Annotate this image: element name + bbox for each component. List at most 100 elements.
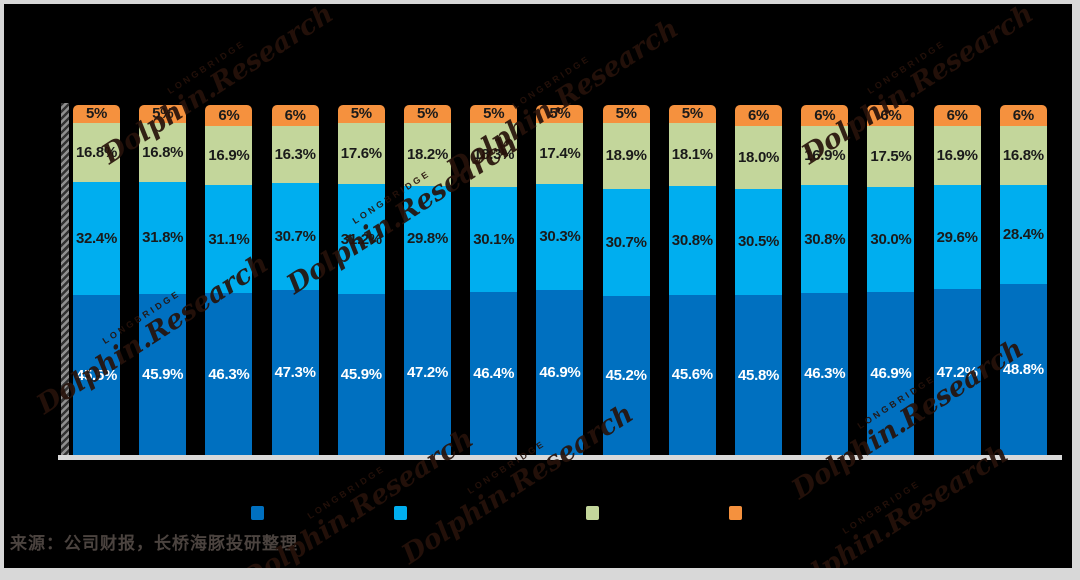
- segment-light-blue: 30.0%: [867, 186, 915, 292]
- value-label: 6%: [747, 107, 770, 124]
- segment-light-blue: 31.1%: [205, 184, 253, 294]
- chart-canvas: 45.5% 32.4% 16.8% 5% 45.9% 31.8% 16.8% 5% 46.3% 3…: [4, 4, 1072, 568]
- value-label: 18.2%: [406, 145, 449, 163]
- segment-bottom-dark-blue: 47.2%: [933, 289, 981, 455]
- value-label: 30.7%: [274, 227, 316, 245]
- segment-top-orange: 6%: [867, 105, 915, 126]
- value-label: 18.3%: [473, 146, 515, 164]
- segment-light-blue: 30.3%: [536, 183, 584, 291]
- segment-green: 16.9%: [801, 126, 849, 186]
- value-label: 6%: [1012, 107, 1034, 125]
- segment-light-blue: 31.2%: [337, 184, 385, 294]
- value-label: 6%: [218, 106, 240, 124]
- value-label: 30.7%: [605, 234, 647, 252]
- value-label: 28.4%: [1002, 226, 1044, 243]
- segment-green: 16.8%: [73, 122, 120, 182]
- segment-light-blue: 30.1%: [470, 186, 518, 293]
- value-label: 16.9%: [804, 147, 846, 165]
- segment-top-orange: 5%: [337, 105, 385, 123]
- segment-top-orange: 6%: [999, 105, 1047, 127]
- value-label: 31.1%: [208, 230, 250, 248]
- segment-green: 17.6%: [337, 122, 385, 185]
- stacked-bar: 48.8% 28.4% 16.8% 6%: [999, 105, 1047, 455]
- segment-top-orange: 6%: [801, 105, 849, 127]
- value-label: 16.8%: [1002, 146, 1044, 164]
- segment-bottom-dark-blue: 45.9%: [139, 293, 187, 455]
- segment-light-blue: 31.8%: [139, 181, 187, 294]
- value-label: 47.2%: [936, 363, 978, 381]
- stacked-bar: 46.3% 31.1% 16.9% 6%: [205, 105, 253, 455]
- value-label: 45.9%: [340, 365, 382, 383]
- value-label: 29.6%: [936, 228, 978, 246]
- segment-bottom-dark-blue: 45.9%: [337, 293, 385, 455]
- legend-green-marker: [586, 506, 599, 520]
- segment-light-blue: 28.4%: [999, 184, 1047, 285]
- value-label: 31.2%: [340, 230, 382, 248]
- stacked-bar: 47.3% 30.7% 16.3% 6%: [271, 105, 319, 455]
- stacked-bars-area: 45.5% 32.4% 16.8% 5% 45.9% 31.8% 16.8% 5% 46.3% 3…: [73, 105, 1047, 455]
- segment-light-blue: 30.7%: [271, 182, 319, 290]
- value-label: 45.5%: [75, 366, 118, 384]
- segment-green: 17.5%: [867, 125, 915, 187]
- value-label: 5%: [615, 105, 637, 123]
- segment-green: 16.8%: [139, 122, 187, 182]
- value-label: 30.3%: [539, 228, 581, 246]
- segment-light-blue: 30.8%: [668, 186, 716, 295]
- value-label: 30.1%: [473, 231, 515, 248]
- value-label: 18.9%: [605, 147, 647, 165]
- value-label: 5%: [549, 105, 571, 123]
- value-label: 30.8%: [671, 231, 713, 249]
- value-label: 45.6%: [671, 366, 713, 384]
- stacked-bar: 46.9% 30.0% 17.5% 6%: [867, 105, 915, 455]
- segment-bottom-dark-blue: 46.9%: [536, 290, 584, 455]
- source-note: 来源：公司财报，长桥海豚投研整理: [10, 534, 298, 553]
- segment-top-orange: 5%: [668, 105, 716, 123]
- segment-top-orange: 5%: [602, 105, 650, 123]
- value-label: 32.4%: [75, 229, 118, 247]
- value-label: 30.8%: [804, 230, 846, 248]
- value-label: 46.9%: [539, 364, 581, 382]
- segment-top-orange: 6%: [205, 105, 253, 126]
- value-label: 16.8%: [142, 143, 184, 161]
- value-label: 18.0%: [738, 148, 780, 166]
- stacked-bar: 46.4% 30.1% 18.3% 5%: [470, 105, 518, 455]
- segment-light-blue: 32.4%: [73, 181, 120, 296]
- segment-green: 18.9%: [602, 122, 650, 189]
- value-label: 47.2%: [406, 364, 449, 382]
- value-label: 17.6%: [340, 144, 382, 162]
- stacked-bar: 45.2% 30.7% 18.9% 5%: [602, 105, 650, 455]
- stacked-bar: 47.2% 29.8% 18.2% 5%: [404, 105, 452, 455]
- value-label: 6%: [946, 107, 968, 125]
- value-label: 18.1%: [671, 145, 713, 163]
- segment-bottom-dark-blue: 45.6%: [668, 294, 716, 455]
- stacked-bar: 45.8% 30.5% 18.0% 6%: [735, 105, 783, 455]
- value-label: 45.9%: [142, 365, 184, 383]
- value-label: 30.5%: [738, 233, 780, 251]
- value-label: 46.4%: [473, 365, 515, 383]
- value-label: 5%: [483, 105, 505, 123]
- value-label: 16.3%: [274, 145, 316, 163]
- segment-green: 18.3%: [470, 122, 518, 187]
- stacked-bar: 45.5% 32.4% 16.8% 5%: [73, 105, 120, 455]
- value-label: 48.8%: [1002, 361, 1044, 379]
- value-label: 16.9%: [936, 147, 978, 165]
- segment-bottom-dark-blue: 46.3%: [801, 292, 849, 455]
- value-label: 6%: [284, 106, 306, 124]
- legend-dark-blue-marker: [251, 506, 264, 520]
- segment-light-blue: 30.8%: [801, 185, 849, 293]
- segment-green: 17.4%: [536, 122, 584, 184]
- segment-bottom-dark-blue: 45.2%: [602, 296, 650, 455]
- segment-green: 18.0%: [735, 125, 783, 189]
- value-label: 46.3%: [804, 365, 846, 383]
- segment-bottom-dark-blue: 46.9%: [867, 291, 915, 455]
- segment-top-orange: 5%: [536, 105, 584, 123]
- segment-green: 18.2%: [404, 122, 452, 187]
- value-label: 5%: [681, 105, 703, 123]
- value-label: 17.4%: [539, 144, 581, 162]
- value-label: 30.0%: [870, 230, 912, 248]
- segment-bottom-dark-blue: 45.5%: [73, 295, 120, 455]
- value-label: 16.9%: [208, 146, 250, 164]
- value-label: 46.9%: [870, 364, 912, 382]
- value-label: 29.8%: [406, 229, 449, 247]
- value-label: 45.2%: [605, 367, 647, 385]
